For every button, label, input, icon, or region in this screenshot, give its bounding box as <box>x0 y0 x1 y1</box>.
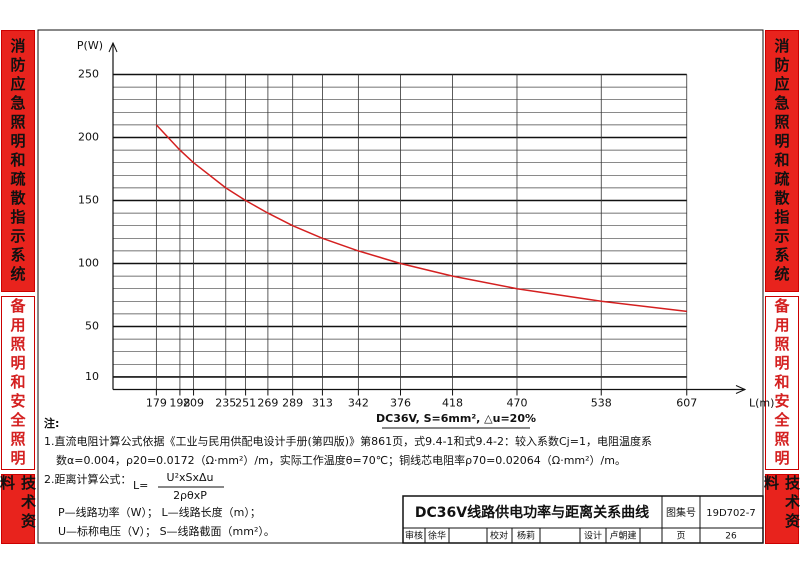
side-text: 备用照明和安全照明 <box>772 297 791 469</box>
x-tick-label: 235 <box>215 397 236 410</box>
note-line: 数α=0.004，ρ20=0.0172（Ω·mm²）/m，实际工作温度θ=70℃… <box>56 453 626 467</box>
side-tab: 消防应急照明和疏散指示系统 <box>765 30 799 292</box>
frame <box>37 29 764 544</box>
x-tick-label: 538 <box>591 397 612 410</box>
cell: 徐华 <box>428 530 446 542</box>
formula: U²xSxΔu <box>167 471 214 484</box>
side-text: 技术资料 <box>0 475 37 532</box>
side-tab: 技术资料 <box>0 474 37 544</box>
x-tick-label: 179 <box>146 397 167 410</box>
x-tick-label: 342 <box>348 397 369 410</box>
chart-caption: DC36V, S=6mm², △u=20% <box>376 412 536 425</box>
side-text: 消防应急照明和疏散指示系统 <box>772 37 791 285</box>
axis-arrow <box>735 385 747 394</box>
x-tick-label: 269 <box>257 397 278 410</box>
title-block <box>402 495 764 544</box>
side-text: 技术资料 <box>762 475 800 532</box>
x-tick-label: 607 <box>676 397 697 410</box>
y-tick-label: 50 <box>85 320 99 333</box>
curve <box>155 124 687 313</box>
note-line: U—标称电压（V）； S—线路截面（mm²）。 <box>58 524 275 538</box>
cell: 页 <box>676 531 685 542</box>
y-tick-label: 150 <box>78 194 99 207</box>
title-block-frame <box>402 495 764 544</box>
x-tick-label: 198 <box>169 397 190 410</box>
note-head: 注: <box>44 416 59 430</box>
x-tick-label: 418 <box>442 397 463 410</box>
cell: 26 <box>725 532 737 542</box>
note-line: 1.直流电阻计算公式依据《工业与民用供配电设计手册(第四版)》第861页，式9.… <box>44 434 652 448</box>
x-axis-label: L(m) <box>749 397 774 410</box>
axis-arrow <box>108 41 118 53</box>
note-line: P—线路功率（W）； L—线路长度（m）； <box>58 505 261 519</box>
drawing-title: DC36V线路供电功率与距离关系曲线 <box>415 504 649 521</box>
formula: 2ρθxP <box>173 489 207 502</box>
side-tab: 技术资料 <box>762 474 800 544</box>
x-tick-label: 289 <box>282 397 303 410</box>
x-tick-label: 209 <box>183 397 204 410</box>
side-tab: 备用照明和安全照明 <box>765 296 799 470</box>
y-tick-label: 10 <box>85 370 99 383</box>
x-tick-label: 251 <box>235 397 256 410</box>
x-tick-label: 470 <box>506 397 527 410</box>
x-tick-label: 376 <box>390 397 411 410</box>
y-tick-label: 250 <box>78 68 99 81</box>
cell: 设计 <box>584 530 602 542</box>
cell: 杨莉 <box>517 530 535 542</box>
atlas-no: 19D702-7 <box>706 508 755 519</box>
y-axis-label: P(W) <box>77 39 103 52</box>
note-line: 2.距离计算公式： <box>44 472 132 486</box>
x-tick-label: 313 <box>312 397 333 410</box>
y-tick-label: 200 <box>78 131 99 144</box>
formula: L= <box>133 479 148 492</box>
side-tab: 备用照明和安全照明 <box>1 296 35 470</box>
y-tick-label: 100 <box>78 257 99 270</box>
cell: 校对 <box>490 530 508 542</box>
side-text: 消防应急照明和疏散指示系统 <box>8 37 27 285</box>
side-text: 备用照明和安全照明 <box>8 297 27 469</box>
cell: 卢朝建 <box>609 530 636 542</box>
side-tab: 消防应急照明和疏散指示系统 <box>1 30 35 292</box>
cell: 审核 <box>405 530 423 542</box>
atlas-label: 图集号 <box>666 506 696 519</box>
